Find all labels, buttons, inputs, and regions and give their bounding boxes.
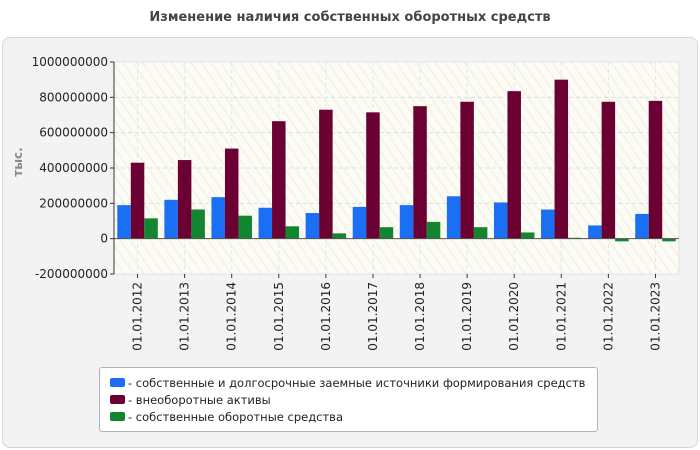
bar-2-01.01.2012 [130, 162, 145, 239]
x-tick-label: 01.01.2022 [601, 282, 615, 351]
bar-1-01.01.2017 [352, 206, 367, 239]
bar-2-01.01.2013 [177, 160, 192, 239]
legend: - собственные и долгосрочные заемные ист… [99, 367, 598, 432]
x-tick-label: 01.01.2015 [272, 282, 286, 351]
bar-3-01.01.2020 [520, 232, 535, 239]
chart-title: Изменение наличия собственных оборотных … [149, 10, 551, 25]
y-tick-label: 600000000 [39, 126, 108, 140]
y-axis-label: тыс. [11, 147, 25, 176]
bar-2-01.01.2016 [319, 109, 333, 239]
x-tick-label: 01.01.2012 [131, 282, 145, 351]
bar-3-01.01.2015 [285, 226, 300, 239]
bar-3-01.01.2013 [191, 209, 205, 239]
y-tick-label: 1000000000 [32, 55, 108, 69]
y-tick-label: 400000000 [39, 161, 108, 175]
bar-2-01.01.2019 [460, 101, 474, 239]
legend-label-working-capital: - собственные оборотные средства [128, 409, 344, 424]
x-tick-label: 01.01.2013 [178, 282, 192, 351]
bar-1-01.01.2022 [588, 225, 602, 239]
bar-1-01.01.2012 [117, 205, 131, 239]
bar-1-01.01.2021 [541, 209, 555, 239]
x-tick-label: 01.01.2014 [225, 282, 239, 351]
x-tick-label: 01.01.2021 [554, 282, 568, 351]
bar-1-01.01.2018 [399, 205, 414, 239]
bar-2-01.01.2020 [507, 91, 521, 239]
x-tick-label: 01.01.2016 [319, 282, 333, 351]
bars [117, 79, 676, 242]
x-tick-label: 01.01.2019 [460, 282, 474, 351]
bar-2-01.01.2022 [601, 101, 616, 239]
y-tick-label: 0 [100, 232, 108, 246]
bar-2-01.01.2018 [413, 106, 427, 239]
bar-3-01.01.2023 [662, 238, 676, 242]
bar-1-01.01.2019 [446, 196, 461, 239]
bar-1-01.01.2016 [305, 213, 320, 239]
bar-2-01.01.2021 [554, 79, 569, 239]
bar-3-01.01.2022 [615, 238, 629, 242]
legend-label-noncurrent-assets: - внеоборотные активы [128, 392, 271, 407]
bar-1-01.01.2020 [493, 202, 508, 239]
x-tick-label: 01.01.2023 [648, 282, 662, 351]
y-tick-label: 200000000 [39, 196, 108, 210]
legend-item-working-capital: - собственные оборотные средства [100, 408, 597, 425]
y-tick-label: -200000000 [35, 267, 108, 281]
bar-3-01.01.2014 [238, 215, 252, 239]
bar-3-01.01.2019 [473, 227, 488, 239]
bar-2-01.01.2017 [366, 112, 380, 239]
x-tick-label: 01.01.2018 [413, 282, 427, 351]
bar-2-01.01.2023 [648, 100, 663, 239]
x-tick-label: 01.01.2017 [366, 282, 380, 351]
bar-3-01.01.2017 [379, 227, 394, 239]
legend-item-sources: - собственные и долгосрочные заемные ист… [100, 374, 597, 391]
bar-2-01.01.2015 [272, 121, 286, 239]
bar-1-01.01.2014 [211, 197, 225, 239]
x-tick-label: 01.01.2020 [507, 282, 521, 351]
bar-1-01.01.2023 [635, 213, 649, 239]
axes: 1000000000 800000000 600000000 400000000 200… [32, 55, 679, 351]
legend-item-noncurrent-assets: - внеоборотные активы [100, 391, 597, 408]
bar-3-01.01.2016 [332, 233, 347, 239]
y-tick-label: 800000000 [39, 90, 108, 104]
bar-1-01.01.2015 [258, 207, 273, 239]
legend-label-sources: - собственные и долгосрочные заемные ист… [128, 375, 586, 390]
bar-3-01.01.2012 [144, 218, 158, 239]
legend-swatch-sources [110, 378, 125, 387]
bar-2-01.01.2014 [224, 148, 239, 239]
legend-swatch-noncurrent-assets [110, 395, 125, 404]
bar-1-01.01.2013 [164, 199, 178, 239]
legend-swatch-working-capital [110, 412, 125, 421]
bar-3-01.01.2018 [426, 221, 441, 239]
